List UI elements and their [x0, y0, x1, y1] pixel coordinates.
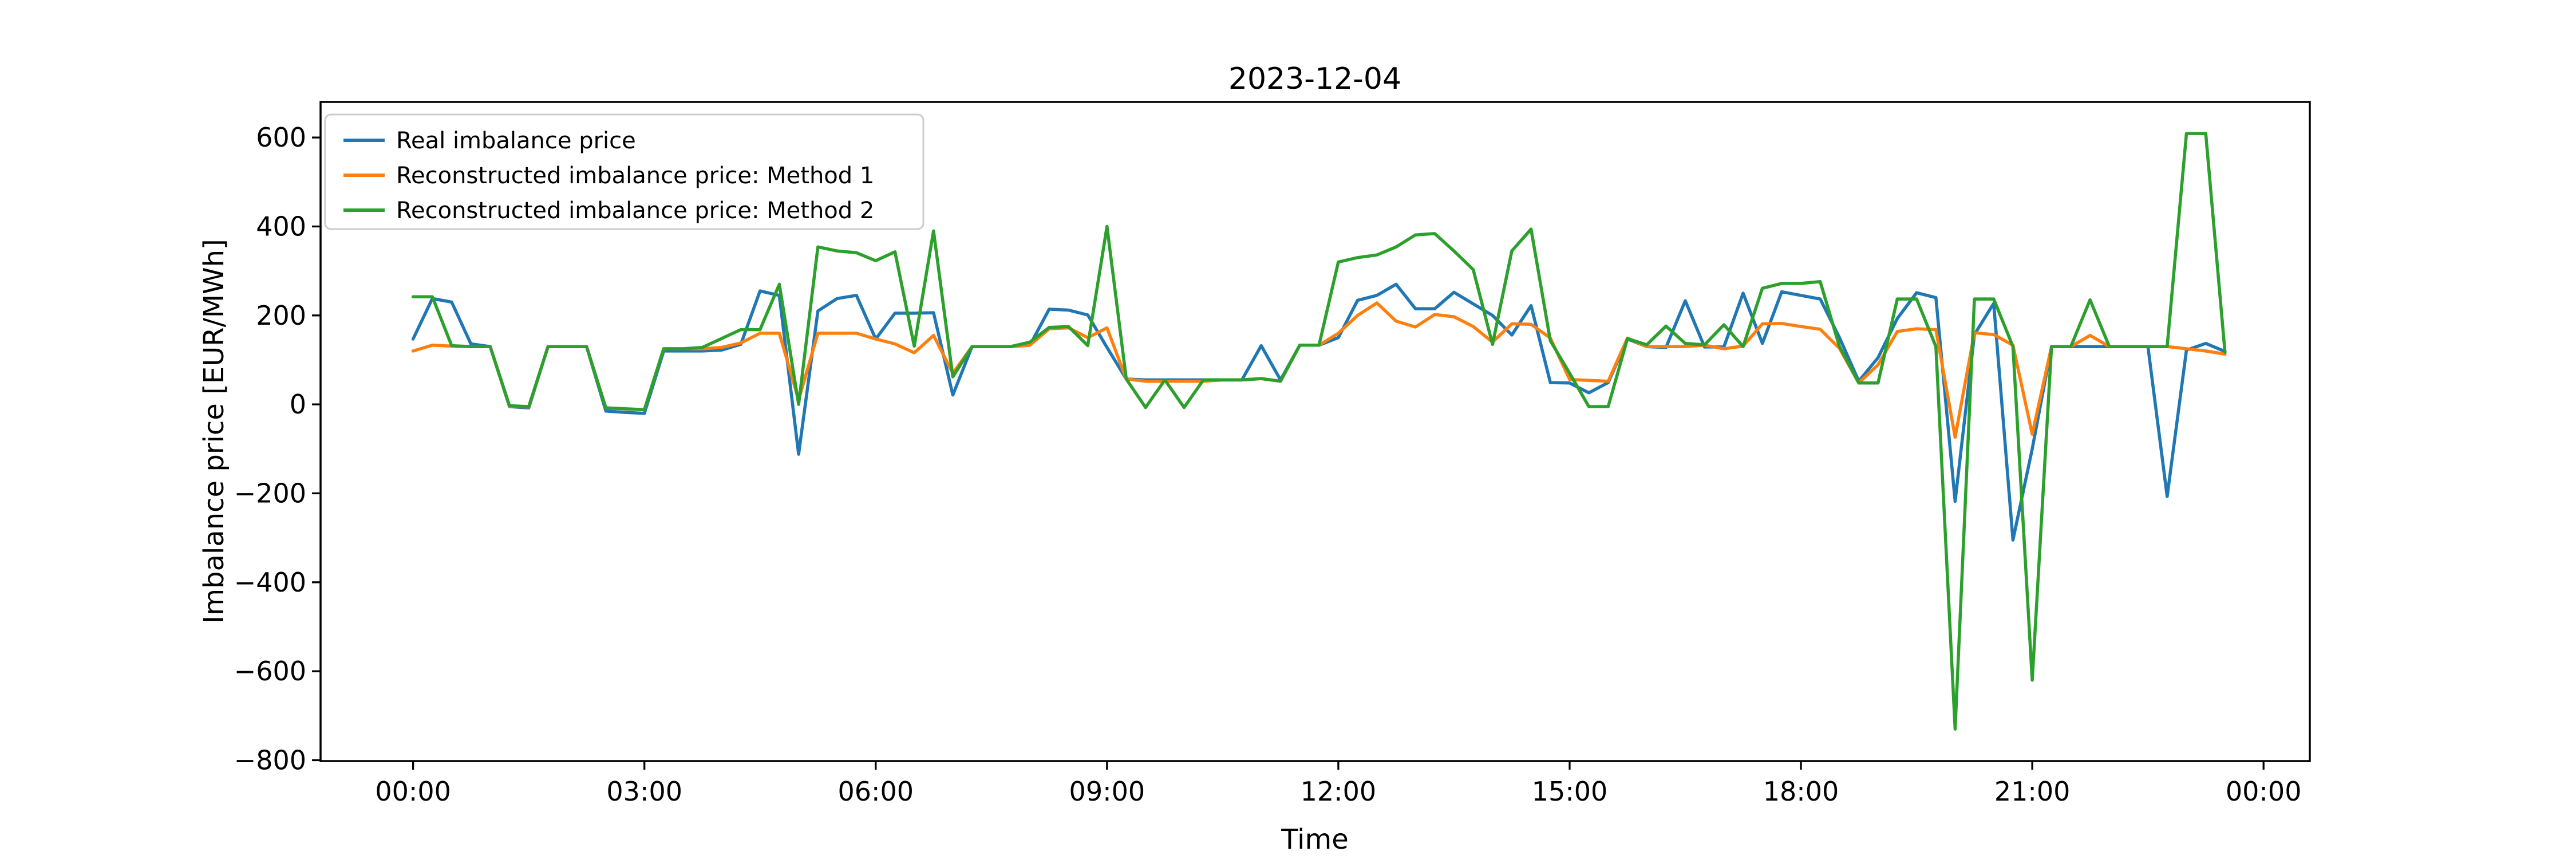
series-line-reconstructed-imbalance-price-method-2 — [411, 132, 2227, 731]
y-tick-label: 600 — [256, 122, 306, 153]
x-axis-ticks: 00:00 03:00 06:00 09:00 12:00 15:00 18:00 21:00… — [375, 761, 2301, 807]
legend: Real imbalance price Reconstructed imbal… — [324, 113, 924, 230]
x-tick-label: 12:00 — [1301, 776, 1377, 807]
legend-row: Reconstructed imbalance price: Method 1 — [343, 163, 874, 189]
legend-label: Real imbalance price — [396, 128, 636, 154]
plot-series — [411, 132, 2227, 731]
y-axis-label: Imbalance price [EUR/MWh] — [198, 239, 230, 624]
legend-row: Real imbalance price — [343, 128, 636, 154]
x-tick-label: 15:00 — [1532, 776, 1608, 807]
y-tick-label: 400 — [256, 211, 306, 242]
series-line-reconstructed-imbalance-price-method-1 — [411, 301, 2227, 439]
axes-frame — [319, 101, 2311, 762]
x-tick-label: 09:00 — [1069, 776, 1145, 807]
y-tick-label: −800 — [234, 744, 306, 775]
x-tick-label: 00:00 — [2226, 776, 2302, 807]
chart-title: 2023-12-04 — [1228, 62, 1401, 96]
x-tick-label: 06:00 — [837, 776, 914, 807]
legend-box — [324, 113, 924, 230]
y-tick-label: −600 — [234, 656, 306, 687]
y-tick-label: 0 — [290, 389, 306, 420]
series-line-real-imbalance-price — [411, 282, 2227, 542]
y-tick-label: 200 — [256, 300, 306, 331]
y-tick-label: −200 — [234, 478, 306, 509]
legend-label: Reconstructed imbalance price: Method 1 — [396, 163, 874, 189]
x-tick-label: 18:00 — [1763, 776, 1839, 807]
legend-label: Reconstructed imbalance price: Method 2 — [396, 198, 874, 224]
y-tick-label: −400 — [234, 567, 306, 598]
legend-row: Reconstructed imbalance price: Method 2 — [343, 198, 874, 224]
x-tick-label: 03:00 — [606, 776, 682, 807]
y-axis-ticks: 600 400 200 0 −200 −400 −600 −800 — [234, 122, 321, 775]
x-tick-label: 00:00 — [375, 776, 451, 807]
x-tick-label: 21:00 — [1994, 776, 2071, 807]
x-axis-label: Time — [1281, 823, 1348, 856]
